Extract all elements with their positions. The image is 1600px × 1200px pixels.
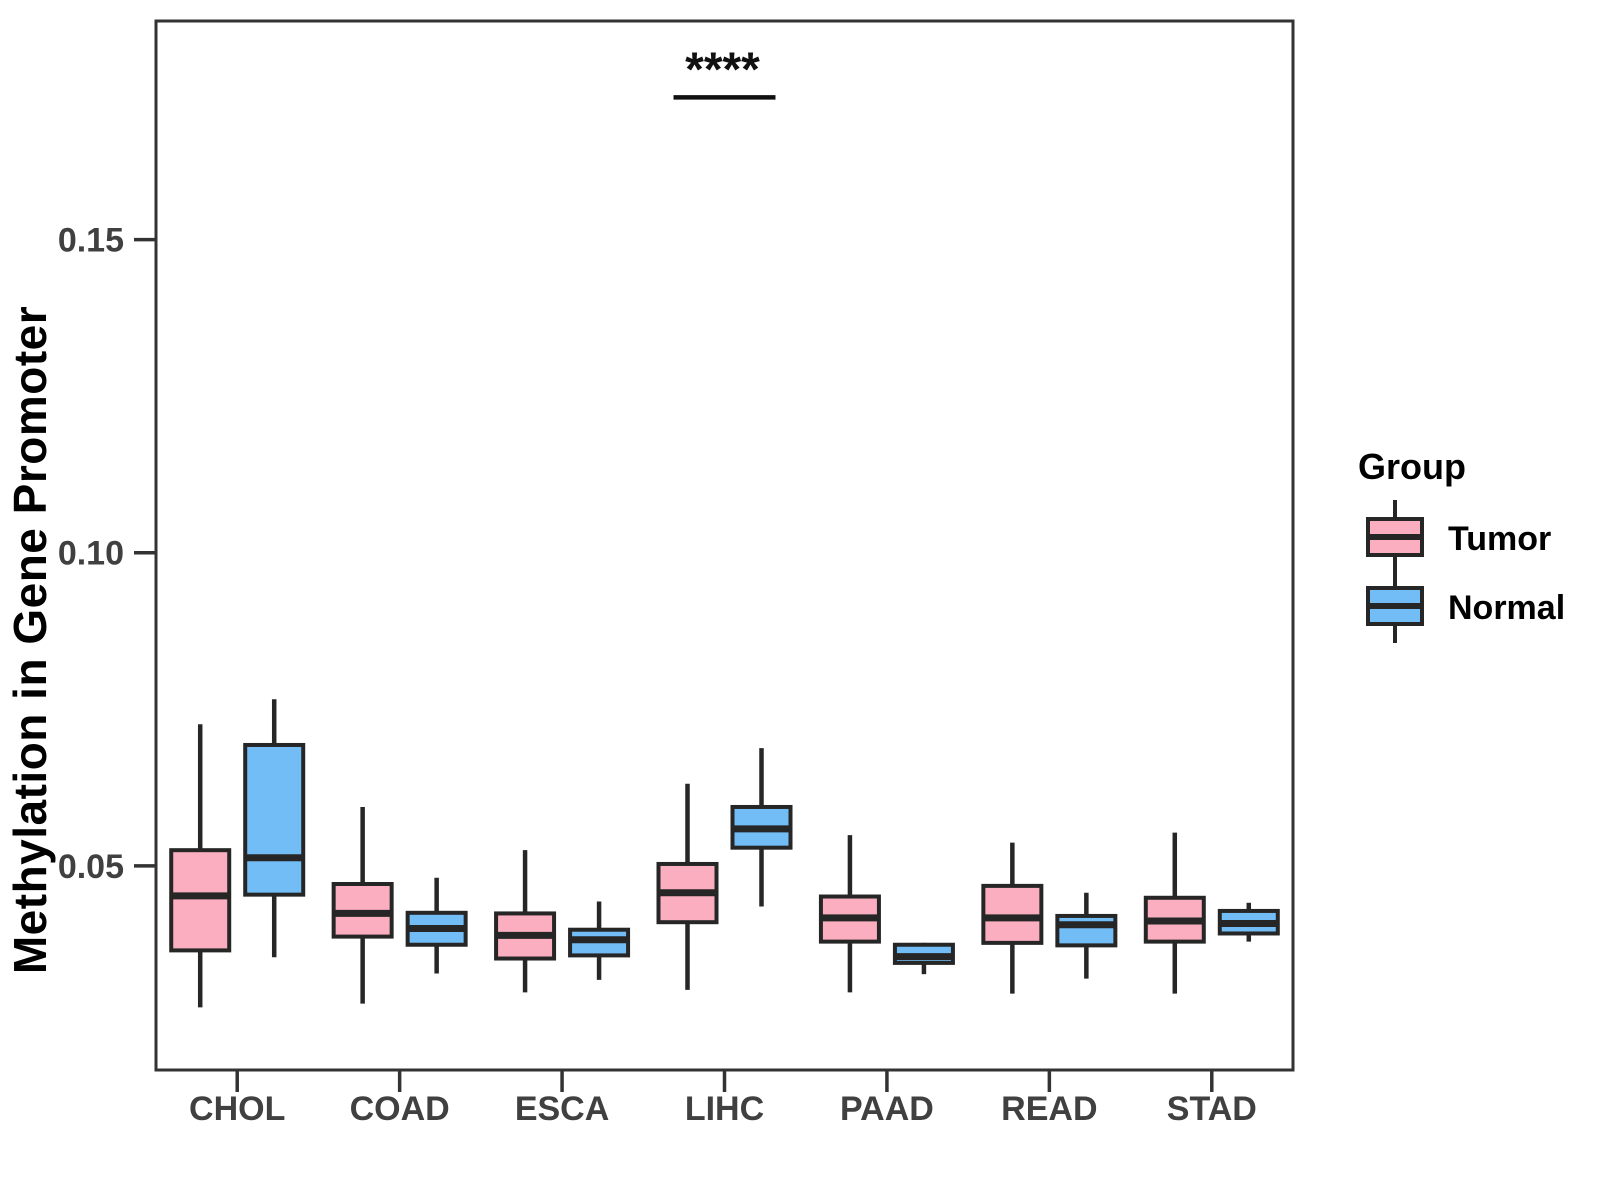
chart-marks: 0.05 0.10 0.15 CHOL COAD ESCA LIHC PAAD READ STAD…: [58, 43, 1280, 1128]
x-tick-label-chol: CHOL: [189, 1090, 285, 1128]
legend-label-normal: Normal: [1448, 589, 1565, 627]
legend-label-tumor: Tumor: [1448, 520, 1551, 558]
iqr-box: [1055, 913, 1118, 948]
iqr-box: [169, 848, 232, 953]
x-tick-label-coad: COAD: [350, 1090, 450, 1128]
legend: Group Tumor Normal: [1358, 446, 1565, 643]
box-tumor-stad: [1143, 832, 1206, 994]
box-normal-stad: [1217, 902, 1280, 942]
box-normal-paad: [892, 942, 955, 975]
box-normal-esca: [568, 901, 631, 980]
x-tick-label-esca: ESCA: [515, 1090, 609, 1128]
y-axis-title: Methylation in Gene Promoter: [4, 306, 56, 974]
legend-title: Group: [1358, 446, 1466, 487]
y-tick-label: 0.15: [58, 222, 124, 260]
box-normal-lihc: [730, 748, 793, 907]
box-tumor-coad: [331, 806, 394, 1004]
legend-keys: [1366, 500, 1424, 643]
iqr-box: [243, 742, 306, 897]
x-tick-label-stad: STAD: [1167, 1090, 1257, 1128]
box-normal-coad: [405, 877, 468, 974]
legend-key-normal: [1366, 569, 1424, 643]
box-normal-chol: [243, 699, 306, 958]
box-tumor-paad: [818, 835, 881, 993]
x-tick-label-lihc: LIHC: [685, 1090, 764, 1128]
x-tick-label-read: READ: [1001, 1090, 1097, 1128]
legend-key-tumor: [1366, 500, 1424, 574]
box-tumor-read: [981, 842, 1044, 994]
box-tumor-esca: [494, 850, 557, 993]
box-tumor-lihc: [656, 783, 719, 990]
box-normal-read: [1055, 892, 1118, 979]
y-tick-label: 0.05: [58, 848, 124, 886]
y-tick-label: 0.10: [58, 535, 124, 573]
x-tick-label-paad: PAAD: [840, 1090, 934, 1128]
box-tumor-chol: [169, 724, 232, 1008]
significance-stars: ****: [685, 43, 760, 96]
plot-panel: [154, 19, 1295, 1072]
